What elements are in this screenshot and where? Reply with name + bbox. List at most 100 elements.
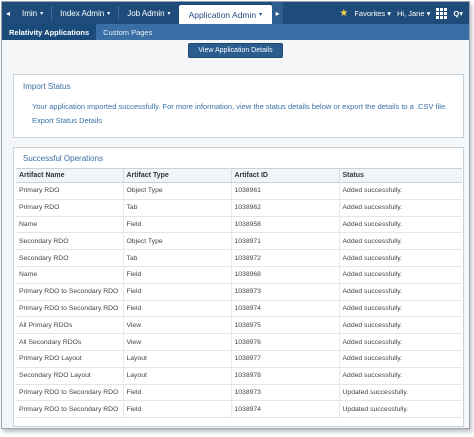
cell-artifact-name: Primary RDO bbox=[16, 182, 124, 200]
column-header-artifact-type[interactable]: Artifact Type bbox=[123, 168, 232, 183]
cell-artifact-id: 1038958 bbox=[231, 216, 340, 234]
cell-artifact-name: Secondary RDO bbox=[16, 232, 124, 251]
cell-artifact-name: All Secondary RDOs bbox=[16, 333, 124, 351]
search-menu[interactable]: Q▾ bbox=[453, 8, 463, 18]
table-row: All Secondary RDOs View 1038976 Added succe… bbox=[16, 333, 462, 351]
cell-status: Updated successfully. bbox=[339, 400, 462, 419]
import-status-title: Import Status bbox=[23, 82, 71, 91]
table-row: Primary RDO Layout Layout 1038977 Added suc… bbox=[16, 350, 462, 368]
tab-label: Application Admin bbox=[188, 9, 257, 20]
cell-artifact-id: 1038971 bbox=[231, 232, 340, 251]
cell-artifact-type: Layout bbox=[123, 367, 232, 385]
cell-artifact-name: All Primary RDOs bbox=[16, 316, 124, 335]
cell-status: Added successfully. bbox=[339, 249, 462, 267]
action-bar: View Application Details bbox=[2, 40, 469, 60]
chevron-down-icon: ▾ bbox=[259, 12, 263, 18]
user-menu[interactable]: Hi, Jane ▾ bbox=[397, 8, 431, 18]
cell-artifact-name: Primary RDO bbox=[16, 199, 124, 217]
cell-artifact-id: 1038975 bbox=[231, 316, 340, 335]
export-status-details-link[interactable]: Export Status Details bbox=[32, 116, 103, 125]
column-header-status[interactable]: Status bbox=[339, 168, 462, 183]
cell-status: Added successfully. bbox=[339, 283, 462, 301]
cell-artifact-id: 1038972 bbox=[231, 249, 340, 267]
divider bbox=[118, 6, 120, 20]
tab-custom-pages[interactable]: Custom Pages bbox=[103, 27, 153, 37]
cell-artifact-type: Field bbox=[123, 300, 232, 318]
cell-artifact-type: Field bbox=[123, 266, 232, 284]
tab-index-admin[interactable]: Index Admin ▾ bbox=[52, 2, 118, 24]
cell-artifact-type: Tab bbox=[123, 249, 232, 267]
cell-artifact-name: Primary RDO to Secondary RDO bbox=[16, 400, 124, 419]
cell-artifact-type: Field bbox=[123, 384, 232, 402]
cell-status: Added successfully. bbox=[339, 216, 462, 234]
cell-artifact-type: Field bbox=[123, 216, 232, 234]
cell-artifact-type: View bbox=[123, 316, 232, 335]
cell-artifact-name: Secondary RDO bbox=[16, 249, 124, 267]
divider bbox=[51, 6, 53, 20]
table-row: Primary RDO to Secondary RDO Field 1038973… bbox=[16, 283, 462, 301]
tab-imin[interactable]: Imin ▾ bbox=[14, 2, 51, 24]
chevron-down-icon: ▾ bbox=[167, 10, 171, 17]
table-row: Secondary RDO Object Type 1038971 Added suc… bbox=[16, 232, 462, 251]
cell-artifact-id: 1038977 bbox=[231, 350, 340, 368]
cell-artifact-type: Field bbox=[123, 400, 232, 419]
table-row: Primary RDO to Secondary RDO Field 1038974… bbox=[16, 300, 462, 318]
cell-artifact-name: Primary RDO to Secondary RDO bbox=[16, 283, 124, 301]
cell-artifact-id: 1038976 bbox=[231, 333, 340, 351]
tab-label: Imin bbox=[22, 8, 38, 18]
tab-label: Job Admin bbox=[127, 8, 165, 18]
table-row: Primary RDO to Secondary RDO Field 1038974… bbox=[16, 400, 462, 419]
cell-artifact-id: 1038968 bbox=[231, 266, 340, 284]
successful-operations-title: Successful Operations bbox=[23, 154, 104, 163]
cell-artifact-type: View bbox=[123, 333, 232, 351]
table-row: Name Field 1038958 Added successfully. bbox=[16, 216, 462, 234]
cell-artifact-type: Object Type bbox=[123, 182, 232, 200]
cell-artifact-name: Name bbox=[16, 266, 124, 284]
tab-relativity-applications[interactable]: Relativity Applications bbox=[2, 24, 97, 40]
cell-artifact-name: Primary RDO to Secondary RDO bbox=[16, 300, 124, 318]
table-row: Secondary RDO Tab 1038972 Added successfull… bbox=[16, 249, 462, 267]
view-application-details-button[interactable]: View Application Details bbox=[188, 42, 283, 58]
cell-artifact-type: Layout bbox=[123, 350, 232, 368]
table-row: All Primary RDOs View 1038975 Added success… bbox=[16, 316, 462, 335]
favorites-menu[interactable]: Favorites ▾ bbox=[354, 8, 392, 18]
user-label: Hi, Jane bbox=[397, 8, 425, 18]
scroll-left-icon[interactable]: ◂ bbox=[5, 8, 10, 18]
cell-status: Added successfully. bbox=[339, 350, 462, 368]
cell-status: Added successfully. bbox=[339, 316, 462, 335]
cell-status: Added successfully. bbox=[339, 182, 462, 200]
application-window: ◂ Imin ▾ Index Admin ▾ Job Admin ▾ Appli… bbox=[1, 1, 470, 429]
cell-status: Added successfully. bbox=[339, 266, 462, 284]
apps-grid-icon[interactable] bbox=[436, 7, 448, 19]
column-header-artifact-name[interactable]: Artifact Name bbox=[16, 168, 124, 183]
tab-application-admin[interactable]: Application Admin ▾ bbox=[178, 5, 273, 24]
cell-artifact-id: 1038973 bbox=[231, 283, 340, 301]
top-navigation-bar: ◂ Imin ▾ Index Admin ▾ Job Admin ▾ Appli… bbox=[2, 2, 469, 24]
table-row: Primary RDO Object Type 1038961 Added succe… bbox=[16, 182, 462, 200]
cell-status: Added successfully. bbox=[339, 300, 462, 318]
topbar-utilities: ★ Favorites ▾ Hi, Jane ▾ Q▾ bbox=[339, 2, 469, 24]
cell-artifact-name: Secondary RDO Layout bbox=[16, 367, 124, 385]
cell-status: Added successfully. bbox=[339, 333, 462, 351]
column-header-artifact-id[interactable]: Artifact ID bbox=[231, 168, 340, 183]
tab-job-admin[interactable]: Job Admin ▾ bbox=[119, 2, 178, 24]
import-status-panel: Import Status Your application imported … bbox=[13, 74, 464, 138]
cell-artifact-name: Primary RDO to Secondary RDO bbox=[16, 384, 124, 402]
cell-status: Added successfully. bbox=[339, 199, 462, 217]
cell-artifact-id: 1038962 bbox=[231, 199, 340, 217]
table-row: Secondary RDO Layout Layout 1038978 Added s… bbox=[16, 367, 462, 385]
cell-artifact-name: Primary RDO Layout bbox=[16, 350, 124, 368]
table-row: Primary RDO to Secondary RDO Field 1038973… bbox=[16, 384, 462, 402]
successful-operations-panel: Successful Operations Artifact Name Arti… bbox=[13, 147, 464, 427]
scroll-right-icon[interactable]: ▸ bbox=[272, 2, 284, 24]
cell-artifact-id: 1038973 bbox=[231, 384, 340, 402]
search-icon: Q bbox=[453, 8, 460, 18]
cell-status: Added successfully. bbox=[339, 367, 462, 385]
cell-artifact-id: 1038961 bbox=[231, 182, 340, 200]
table-row: Primary RDO Tab 1038962 Added successfully. bbox=[16, 199, 462, 217]
cell-artifact-id: 1038974 bbox=[231, 400, 340, 419]
cell-status: Updated successfully. bbox=[339, 384, 462, 402]
star-icon: ★ bbox=[339, 7, 349, 19]
cell-status: Added successfully. bbox=[339, 232, 462, 251]
favorites-label: Favorites bbox=[354, 8, 386, 18]
